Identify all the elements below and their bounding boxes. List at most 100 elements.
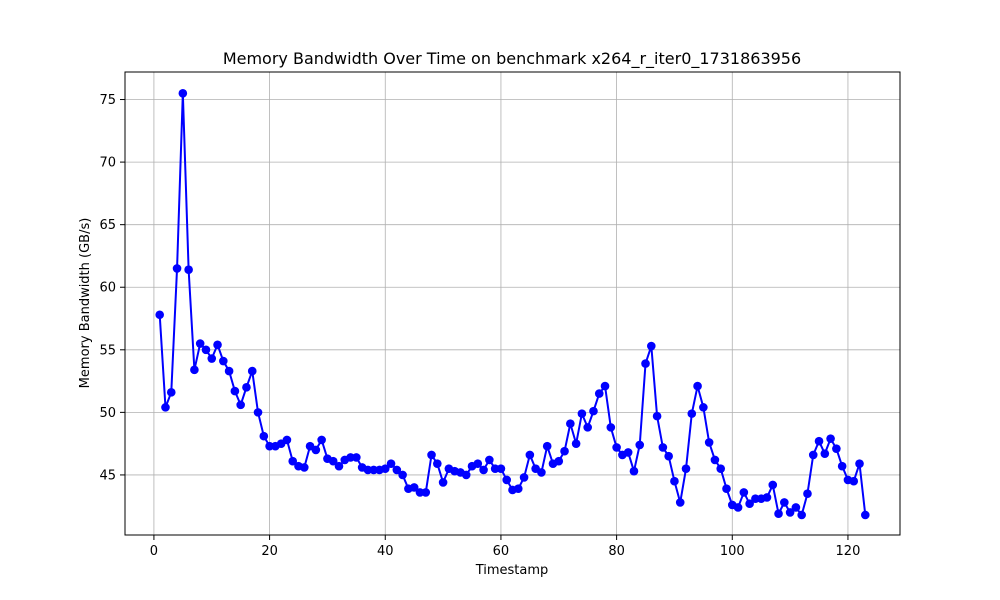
data-point <box>571 439 581 448</box>
chart-title: Memory Bandwidth Over Time on benchmark … <box>223 49 801 69</box>
data-point <box>780 498 789 507</box>
data-point <box>184 265 193 275</box>
x-tick-label: 20 <box>261 544 278 559</box>
data-point <box>566 419 575 428</box>
data-point <box>699 403 708 412</box>
data-point <box>155 310 165 320</box>
data-point <box>386 459 396 468</box>
data-point <box>612 443 621 452</box>
y-axis-label: Memory Bandwidth (GB/s) <box>78 218 93 389</box>
y-tick-label: 50 <box>99 406 116 421</box>
data-point <box>745 499 754 509</box>
data-point <box>832 444 841 453</box>
data-point <box>242 383 251 392</box>
data-point <box>849 476 859 486</box>
data-point <box>236 400 245 410</box>
data-point <box>485 455 494 465</box>
data-point <box>583 423 592 432</box>
data-point <box>352 453 361 462</box>
data-point <box>577 409 587 418</box>
data-point <box>317 435 326 445</box>
data-point <box>652 411 662 421</box>
data-point <box>704 438 714 447</box>
data-point <box>687 409 697 418</box>
data-point <box>334 461 344 471</box>
data-point <box>259 431 269 441</box>
data-point <box>213 340 222 350</box>
data-point <box>594 389 604 398</box>
data-point <box>427 450 436 460</box>
data-point <box>739 488 749 497</box>
data-point <box>785 508 795 517</box>
data-point <box>282 435 292 445</box>
data-point <box>762 493 772 502</box>
grid-lines <box>125 72 900 535</box>
data-point <box>589 406 598 416</box>
data-point <box>219 356 228 366</box>
data-point <box>855 459 864 468</box>
data-point <box>716 464 726 473</box>
data-point <box>479 465 488 475</box>
data-point <box>421 488 431 497</box>
data-point <box>537 468 546 477</box>
y-tick-label: 70 <box>99 156 116 171</box>
data-point <box>722 484 731 494</box>
data-point <box>808 450 818 460</box>
series-points <box>155 88 870 520</box>
data-point <box>513 484 523 494</box>
data-point <box>409 483 419 492</box>
y-tick-label: 65 <box>99 218 116 233</box>
data-point <box>195 339 205 348</box>
data-point <box>681 464 691 473</box>
data-point <box>860 510 870 520</box>
x-tick-label: 80 <box>608 544 625 559</box>
data-point <box>814 436 824 446</box>
y-tick-label: 45 <box>99 468 116 483</box>
y-tick-label: 75 <box>99 93 116 108</box>
data-point <box>606 423 616 432</box>
data-point <box>635 440 645 450</box>
data-point <box>560 446 569 456</box>
data-point <box>502 475 512 485</box>
data-point <box>288 456 298 466</box>
data-point <box>201 345 211 355</box>
x-axis-ticks: 0 20 40 60 80 100 120 <box>150 535 861 559</box>
data-point <box>623 448 633 457</box>
x-tick-label: 120 <box>836 544 861 559</box>
data-point <box>328 456 338 466</box>
data-point <box>230 386 240 396</box>
data-point <box>774 509 783 519</box>
data-point <box>299 463 309 472</box>
data-point <box>675 498 685 507</box>
plot-frame <box>124 71 901 536</box>
x-axis-label: Timestamp <box>475 563 549 578</box>
data-point <box>641 359 650 368</box>
data-point <box>473 459 483 468</box>
data-point <box>438 478 448 487</box>
data-point <box>693 381 702 391</box>
data-point <box>797 510 806 520</box>
data-point <box>311 445 321 455</box>
data-point <box>392 465 402 475</box>
data-point <box>253 408 263 417</box>
data-point <box>658 443 668 452</box>
data-point <box>433 459 442 468</box>
data-point <box>380 464 390 473</box>
data-point <box>826 434 835 443</box>
data-point <box>161 403 170 412</box>
data-point <box>710 455 720 465</box>
data-point <box>670 476 679 486</box>
x-tick-label: 60 <box>493 544 510 559</box>
data-point <box>496 464 506 473</box>
data-point <box>207 354 217 363</box>
data-point <box>525 450 535 460</box>
data-point <box>554 456 564 466</box>
x-tick-label: 40 <box>377 544 394 559</box>
data-point <box>190 365 199 375</box>
data-point <box>166 388 176 397</box>
data-point <box>664 451 673 461</box>
data-point <box>461 470 471 480</box>
data-point <box>224 366 234 376</box>
